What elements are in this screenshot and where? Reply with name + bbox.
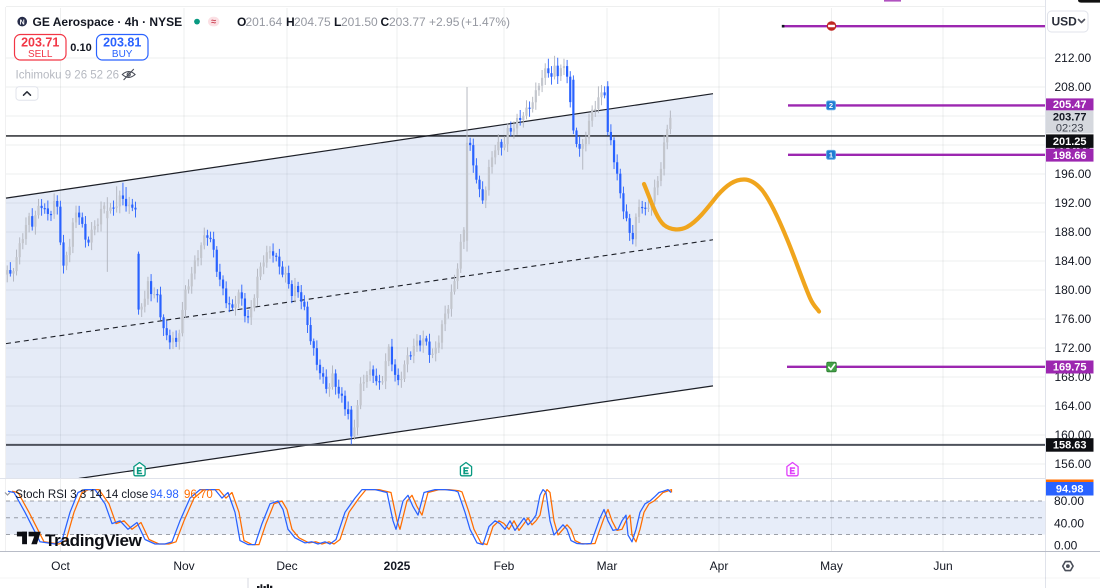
svg-text:O: O (237, 15, 246, 29)
svg-text:Jun: Jun (933, 559, 952, 573)
svg-text:184.00: 184.00 (1055, 254, 1092, 268)
svg-text:Oct: Oct (51, 559, 70, 573)
svg-text:+2.95: +2.95 (429, 15, 460, 29)
svg-text:168.00: 168.00 (1055, 370, 1092, 384)
svg-text:204.75: 204.75 (294, 15, 331, 29)
svg-text:Apr: Apr (710, 559, 729, 573)
svg-text:N: N (20, 19, 25, 26)
svg-text:201.25: 201.25 (1053, 136, 1087, 148)
svg-text:1: 1 (829, 150, 833, 159)
svg-text:L: L (334, 15, 341, 29)
svg-text:203.77: 203.77 (1053, 112, 1087, 124)
svg-text:164.00: 164.00 (1055, 399, 1092, 413)
svg-text:94.98: 94.98 (150, 489, 179, 501)
svg-text:205.47: 205.47 (1053, 99, 1087, 111)
svg-text:Dec: Dec (276, 559, 297, 573)
svg-text:80.00: 80.00 (1054, 494, 1084, 508)
svg-text:188.00: 188.00 (1055, 225, 1092, 239)
svg-text:0.00: 0.00 (1054, 538, 1078, 552)
svg-text:Stoch RSI 3 3 14 14 close: Stoch RSI 3 3 14 14 close (15, 489, 148, 501)
svg-text:96.70: 96.70 (184, 489, 213, 501)
svg-text:203.77: 203.77 (389, 15, 426, 29)
svg-text:169.75: 169.75 (1053, 362, 1087, 374)
svg-text:172.00: 172.00 (1055, 341, 1092, 355)
svg-text:C: C (381, 15, 390, 29)
svg-text:40.00: 40.00 (1054, 517, 1084, 531)
svg-text:H: H (286, 15, 295, 29)
svg-text:Feb: Feb (494, 559, 515, 573)
svg-text:176.00: 176.00 (1055, 312, 1092, 326)
svg-text:BUY: BUY (112, 49, 133, 60)
svg-text:02:23: 02:23 (1056, 123, 1084, 135)
svg-text:94.98: 94.98 (1056, 484, 1084, 496)
svg-text:158.63: 158.63 (1053, 440, 1087, 452)
svg-text:198.66: 198.66 (1053, 150, 1087, 162)
svg-text:(+1.47%): (+1.47%) (461, 15, 510, 29)
svg-text:GE Aerospace · 4h · NYSE: GE Aerospace · 4h · NYSE (33, 15, 183, 29)
svg-text:≈: ≈ (211, 17, 216, 27)
svg-text:180.00: 180.00 (1055, 283, 1092, 297)
svg-text:192.00: 192.00 (1055, 196, 1092, 210)
svg-text:212.00: 212.00 (1055, 51, 1092, 65)
svg-text:Nov: Nov (173, 559, 194, 573)
svg-text:203.71: 203.71 (21, 36, 59, 50)
svg-text:0.10: 0.10 (70, 42, 91, 54)
svg-text:196.00: 196.00 (1055, 167, 1092, 181)
svg-text:201.50: 201.50 (341, 15, 378, 29)
svg-text:2025: 2025 (384, 559, 411, 573)
svg-text:203.81: 203.81 (103, 36, 141, 50)
svg-text:Ichimoku 9 26 52 26: Ichimoku 9 26 52 26 (16, 70, 120, 82)
svg-text:201.64: 201.64 (246, 15, 283, 29)
svg-text:USD: USD (1052, 15, 1078, 29)
svg-text:Mar: Mar (597, 559, 618, 573)
svg-text:156.00: 156.00 (1055, 457, 1092, 471)
svg-text:208.00: 208.00 (1055, 80, 1092, 94)
svg-text:2: 2 (829, 101, 833, 110)
svg-text:SELL: SELL (28, 49, 53, 60)
svg-text:TradingView: TradingView (45, 531, 143, 550)
svg-text:May: May (820, 559, 843, 573)
